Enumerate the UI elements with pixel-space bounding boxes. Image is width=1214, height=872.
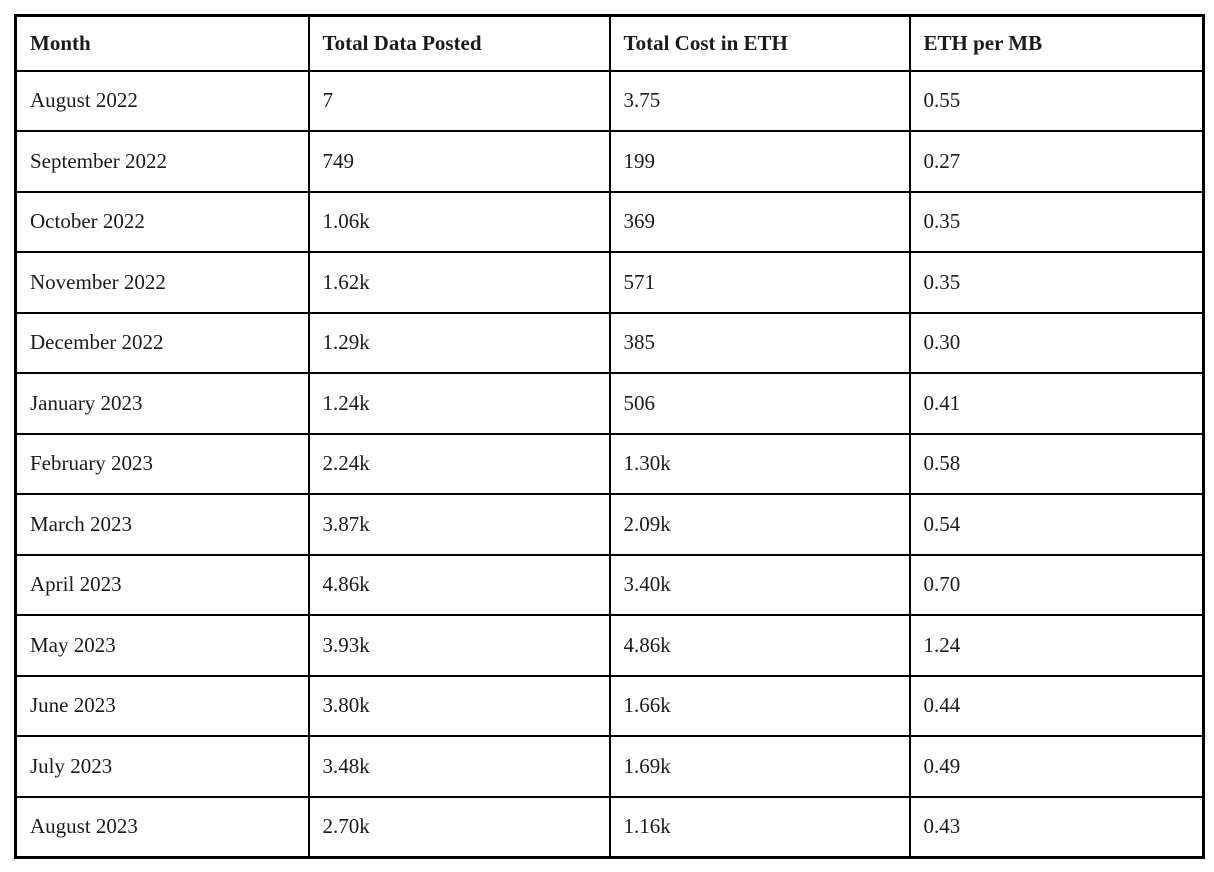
- cell-month: October 2022: [14, 190, 310, 253]
- cell-eth-per-mb: 0.70: [908, 553, 1205, 616]
- table-row: August 2023 2.70k 1.16k 0.43: [14, 795, 1205, 858]
- table-row: September 2022 749 199 0.27: [14, 130, 1205, 193]
- cell-month: July 2023: [14, 735, 310, 798]
- cell-month: April 2023: [14, 553, 310, 616]
- cell-month: June 2023: [14, 674, 310, 737]
- cell-month: December 2022: [14, 311, 310, 374]
- cell-eth-per-mb: 0.35: [908, 190, 1205, 253]
- table-row: June 2023 3.80k 1.66k 0.44: [14, 674, 1205, 737]
- table-row: January 2023 1.24k 506 0.41: [14, 372, 1205, 435]
- cell-total-cost-in-eth: 1.16k: [608, 795, 911, 858]
- table-row: July 2023 3.48k 1.69k 0.49: [14, 735, 1205, 798]
- cell-total-data-posted: 3.87k: [307, 493, 611, 556]
- cell-month: March 2023: [14, 493, 310, 556]
- cell-total-data-posted: 3.93k: [307, 614, 611, 677]
- cell-total-cost-in-eth: 506: [608, 372, 911, 435]
- cell-total-cost-in-eth: 3.40k: [608, 553, 911, 616]
- table-row: March 2023 3.87k 2.09k 0.54: [14, 493, 1205, 556]
- cell-eth-per-mb: 0.27: [908, 130, 1205, 193]
- cell-month: August 2023: [14, 795, 310, 858]
- cell-eth-per-mb: 0.55: [908, 69, 1205, 132]
- cell-month: September 2022: [14, 130, 310, 193]
- cell-total-data-posted: 1.24k: [307, 372, 611, 435]
- table-row: April 2023 4.86k 3.40k 0.70: [14, 553, 1205, 616]
- column-header-month: Month: [14, 14, 310, 72]
- cell-eth-per-mb: 0.30: [908, 311, 1205, 374]
- cell-month: May 2023: [14, 614, 310, 677]
- cell-total-cost-in-eth: 199: [608, 130, 911, 193]
- cell-total-data-posted: 1.62k: [307, 251, 611, 314]
- cell-total-data-posted: 2.24k: [307, 432, 611, 495]
- cell-month: February 2023: [14, 432, 310, 495]
- table-row: May 2023 3.93k 4.86k 1.24: [14, 614, 1205, 677]
- cell-total-data-posted: 2.70k: [307, 795, 611, 858]
- cell-total-cost-in-eth: 571: [608, 251, 911, 314]
- cell-total-cost-in-eth: 1.66k: [608, 674, 911, 737]
- data-table: Month Total Data Posted Total Cost in ETH E…: [14, 14, 1205, 859]
- cell-total-data-posted: 7: [307, 69, 611, 132]
- cell-eth-per-mb: 0.58: [908, 432, 1205, 495]
- cell-total-data-posted: 3.80k: [307, 674, 611, 737]
- cell-total-data-posted: 4.86k: [307, 553, 611, 616]
- cell-total-data-posted: 1.29k: [307, 311, 611, 374]
- cell-total-data-posted: 3.48k: [307, 735, 611, 798]
- table-row: August 2022 7 3.75 0.55: [14, 69, 1205, 132]
- table-row: November 2022 1.62k 571 0.35: [14, 251, 1205, 314]
- cell-eth-per-mb: 0.35: [908, 251, 1205, 314]
- table-row: October 2022 1.06k 369 0.35: [14, 190, 1205, 253]
- cell-total-data-posted: 749: [307, 130, 611, 193]
- cell-total-cost-in-eth: 1.69k: [608, 735, 911, 798]
- cell-total-data-posted: 1.06k: [307, 190, 611, 253]
- cell-total-cost-in-eth: 369: [608, 190, 911, 253]
- column-header-total-data-posted: Total Data Posted: [307, 14, 611, 72]
- table-row: December 2022 1.29k 385 0.30: [14, 311, 1205, 374]
- cell-eth-per-mb: 0.44: [908, 674, 1205, 737]
- cell-eth-per-mb: 0.43: [908, 795, 1205, 858]
- cell-month: January 2023: [14, 372, 310, 435]
- header-row: Month Total Data Posted Total Cost in ETH E…: [14, 14, 1205, 72]
- cell-eth-per-mb: 0.41: [908, 372, 1205, 435]
- cell-month: November 2022: [14, 251, 310, 314]
- cell-total-cost-in-eth: 385: [608, 311, 911, 374]
- column-header-total-cost-in-eth: Total Cost in ETH: [608, 14, 911, 72]
- cell-eth-per-mb: 1.24: [908, 614, 1205, 677]
- cell-total-cost-in-eth: 3.75: [608, 69, 911, 132]
- cell-eth-per-mb: 0.54: [908, 493, 1205, 556]
- table-row: February 2023 2.24k 1.30k 0.58: [14, 432, 1205, 495]
- cell-total-cost-in-eth: 1.30k: [608, 432, 911, 495]
- cell-total-cost-in-eth: 2.09k: [608, 493, 911, 556]
- column-header-eth-per-mb: ETH per MB: [908, 14, 1205, 72]
- cell-eth-per-mb: 0.49: [908, 735, 1205, 798]
- cell-total-cost-in-eth: 4.86k: [608, 614, 911, 677]
- cell-month: August 2022: [14, 69, 310, 132]
